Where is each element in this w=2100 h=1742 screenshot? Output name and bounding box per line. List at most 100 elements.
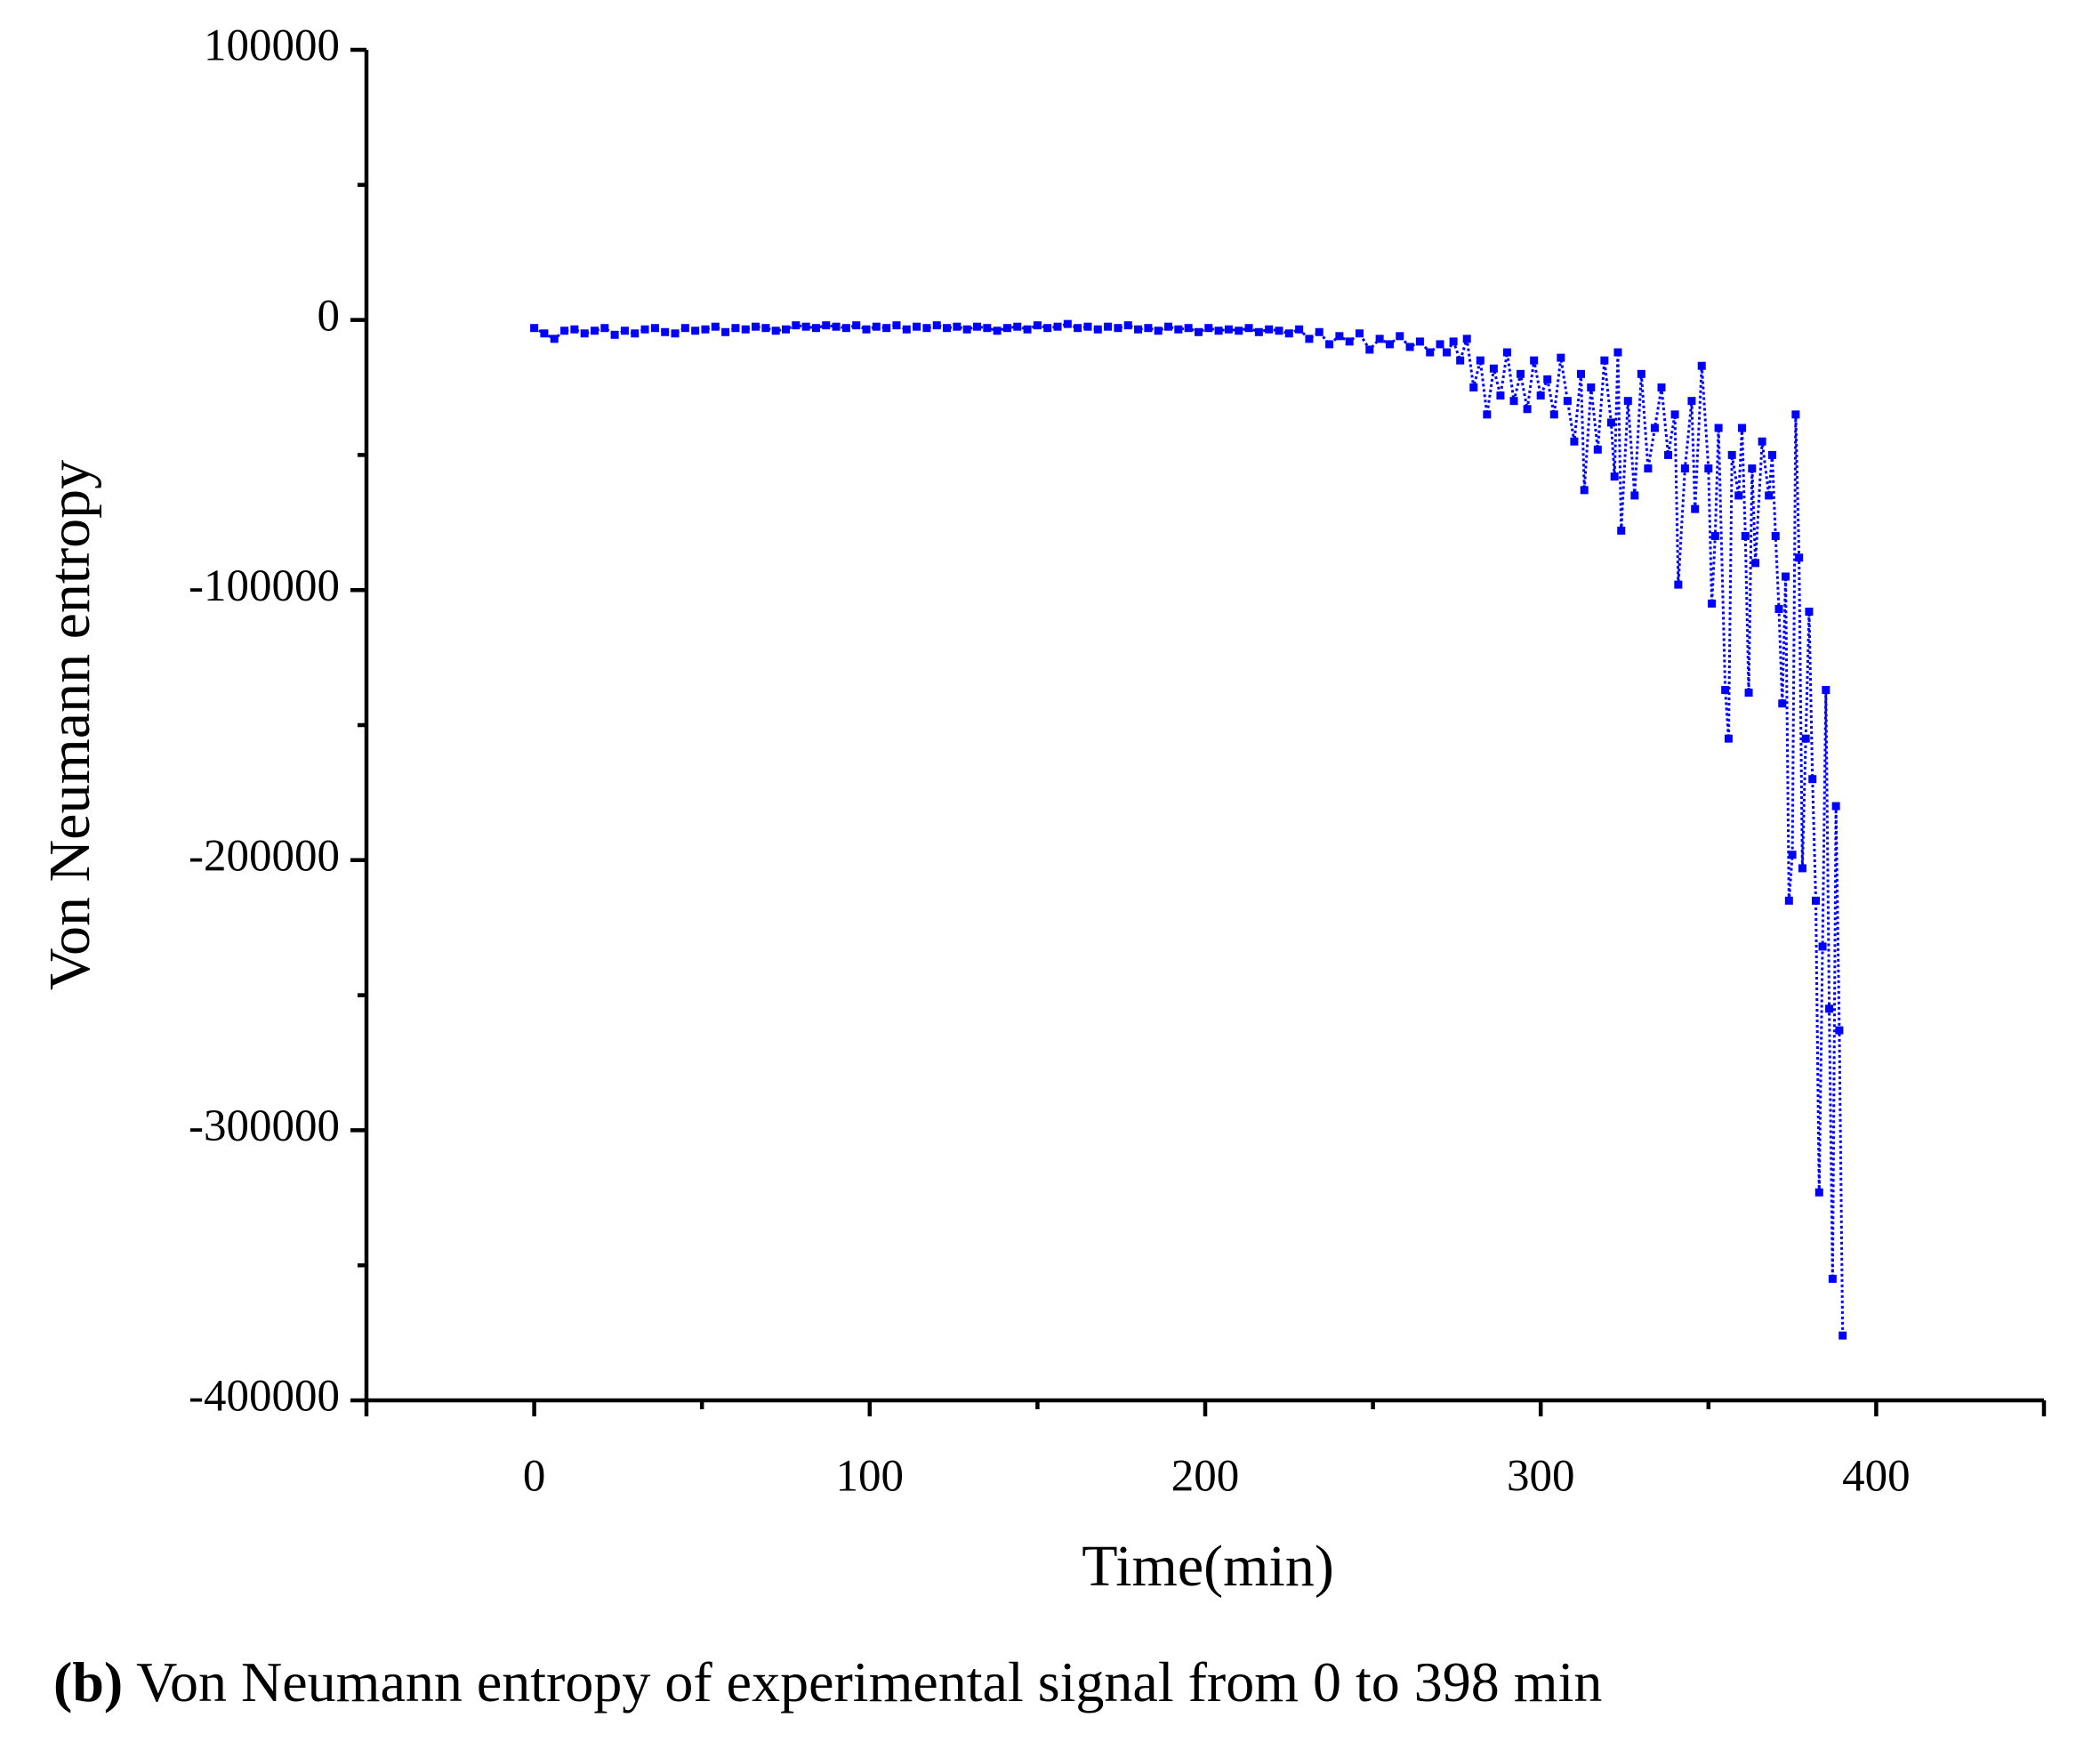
- y-tick-label: -300000: [189, 1101, 340, 1151]
- marker: [1356, 329, 1364, 338]
- marker: [1600, 356, 1609, 365]
- marker: [1748, 464, 1757, 473]
- marker: [1788, 851, 1797, 859]
- marker: [1063, 319, 1072, 328]
- marker: [1751, 559, 1760, 568]
- marker: [1697, 361, 1706, 370]
- marker: [1657, 383, 1666, 391]
- marker: [1687, 397, 1696, 406]
- marker: [1469, 383, 1478, 391]
- marker: [1758, 437, 1766, 446]
- marker: [1708, 599, 1717, 608]
- marker: [993, 327, 1002, 335]
- marker: [580, 329, 589, 338]
- marker: [1335, 332, 1344, 341]
- marker: [752, 322, 760, 331]
- marker: [731, 324, 740, 333]
- marker: [862, 325, 871, 334]
- marker: [811, 324, 820, 333]
- marker: [1043, 324, 1052, 333]
- marker: [1835, 1026, 1844, 1035]
- marker: [1814, 1188, 1823, 1197]
- y-tick-label: 100000: [204, 21, 340, 71]
- marker: [1714, 423, 1723, 432]
- marker: [913, 322, 921, 331]
- marker: [1449, 337, 1458, 346]
- marker: [943, 324, 952, 333]
- marker: [1443, 348, 1452, 357]
- marker: [1496, 391, 1505, 400]
- caption-label: (b): [53, 1650, 123, 1714]
- marker: [1825, 1004, 1834, 1013]
- marker: [1114, 324, 1122, 333]
- marker: [782, 325, 790, 334]
- marker: [1074, 324, 1082, 333]
- marker: [1812, 896, 1821, 905]
- marker: [1436, 340, 1444, 349]
- marker: [761, 324, 770, 333]
- marker: [1144, 324, 1153, 333]
- marker: [771, 327, 780, 335]
- marker: [1235, 327, 1243, 335]
- y-tick-label: -400000: [189, 1372, 340, 1422]
- marker: [1536, 391, 1545, 400]
- marker: [1053, 322, 1062, 331]
- marker: [570, 325, 579, 334]
- marker: [953, 322, 961, 331]
- marker: [1315, 327, 1324, 336]
- marker: [801, 322, 810, 331]
- marker: [1325, 340, 1334, 349]
- marker: [1580, 486, 1589, 495]
- marker: [852, 321, 861, 330]
- marker: [530, 324, 539, 333]
- marker: [1396, 332, 1404, 341]
- marker: [1818, 942, 1827, 951]
- x-tick-label: 100: [836, 1452, 905, 1502]
- marker: [922, 324, 931, 333]
- marker: [1184, 324, 1193, 333]
- marker: [1727, 450, 1736, 459]
- marker: [1254, 327, 1263, 336]
- x-tick-label: 400: [1842, 1452, 1911, 1502]
- marker: [1570, 437, 1579, 446]
- marker: [1104, 322, 1113, 331]
- marker: [973, 322, 982, 331]
- marker: [1593, 445, 1602, 454]
- y-tick-label: -100000: [189, 561, 340, 611]
- y-tick-label: -200000: [189, 832, 340, 882]
- marker: [1664, 450, 1673, 459]
- marker: [1644, 464, 1653, 473]
- marker: [1630, 491, 1639, 500]
- marker: [1462, 335, 1471, 343]
- marker: [640, 325, 649, 334]
- marker: [1808, 775, 1817, 784]
- marker: [1083, 322, 1092, 331]
- marker: [932, 321, 941, 330]
- marker: [1791, 410, 1800, 419]
- marker: [1691, 504, 1700, 513]
- marker: [1476, 356, 1484, 365]
- marker: [1013, 322, 1022, 331]
- marker: [1782, 572, 1790, 581]
- marker: [560, 327, 569, 335]
- marker: [1224, 325, 1233, 334]
- marker: [1680, 464, 1689, 473]
- marker: [1801, 734, 1810, 743]
- y-axis-title: Von Neumann entropy: [37, 460, 102, 990]
- marker: [721, 327, 730, 336]
- marker: [1456, 356, 1465, 365]
- marker: [1214, 327, 1223, 335]
- marker: [1650, 423, 1659, 432]
- marker: [892, 321, 901, 330]
- marker: [1154, 327, 1163, 335]
- marker: [1710, 531, 1719, 540]
- marker: [1606, 418, 1615, 427]
- marker: [661, 327, 670, 336]
- marker: [1194, 327, 1203, 336]
- marker: [1798, 864, 1806, 873]
- marker: [1502, 348, 1511, 357]
- marker: [1563, 397, 1572, 406]
- marker: [792, 321, 801, 330]
- marker: [1623, 397, 1632, 406]
